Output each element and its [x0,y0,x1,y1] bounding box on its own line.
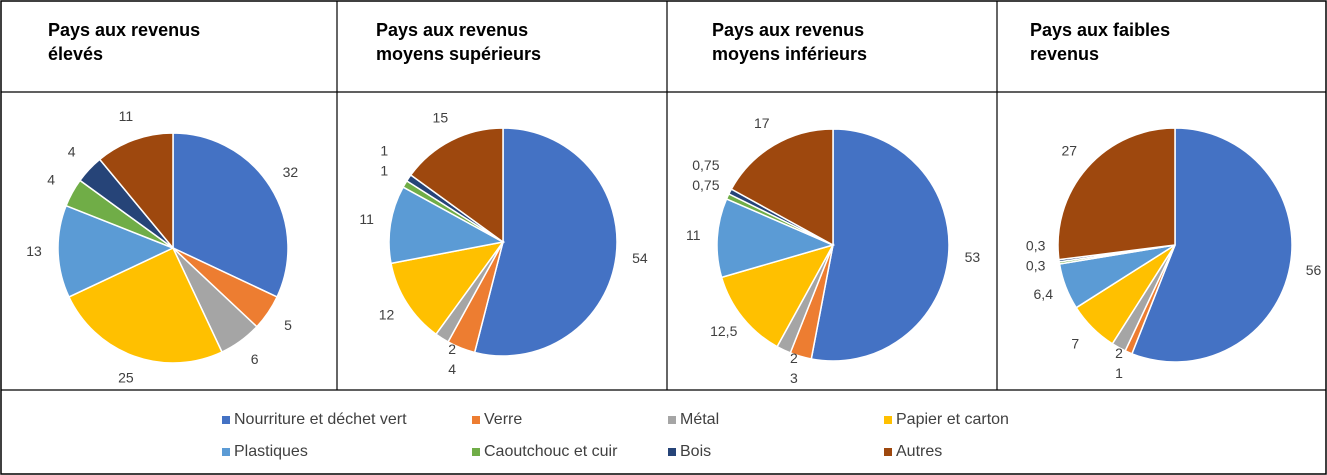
legend-label: Bois [680,443,711,460]
data-label: 6,4 [1034,286,1054,302]
pie-slice [473,127,618,357]
data-label: 13 [26,243,42,259]
data-label: 15 [433,110,449,126]
pie-slice [98,132,174,251]
legend-swatch [472,448,480,456]
legend-swatch [668,448,676,456]
pie-slice [810,128,950,362]
data-label: 3 [790,370,798,386]
chart-title: Pays aux revenus moyens inférieurs [712,20,868,64]
pie-slice [1057,127,1176,261]
data-label: 0,75 [692,177,719,193]
legend-label: Papier et carton [896,411,1009,428]
data-label: 1 [380,142,388,158]
chart-title: Pays aux revenus élevés [48,20,201,64]
pie-slice [716,197,836,279]
data-label: 2 [448,341,456,357]
legend-label: Métal [680,411,719,428]
data-label: 54 [632,250,648,266]
data-label: 12,5 [710,323,737,339]
legend-swatch [472,416,480,424]
data-label: 0,75 [692,157,719,173]
pie-slice [390,240,505,336]
legend-swatch [668,416,676,424]
pie-slice [67,247,223,364]
data-label: 32 [283,164,299,180]
data-label: 27 [1061,142,1077,158]
data-label: 11 [359,211,374,227]
pie-slice [388,186,506,265]
data-label: 5 [284,317,292,333]
pie-slice [720,243,835,348]
legend-label: Verre [484,411,522,428]
data-label: 11 [686,227,701,243]
legend-label: Plastiques [234,443,308,460]
legend-swatch [222,416,230,424]
data-label: 4 [68,144,76,160]
data-label: 56 [1306,262,1322,278]
pie-slice [57,204,175,298]
data-label: 12 [379,307,395,323]
legend-swatch [884,416,892,424]
data-label: 0,3 [1026,237,1046,253]
legend-label: Caoutchouc et cuir [484,443,618,460]
data-label: 25 [118,369,134,385]
pie-slice [409,127,504,244]
legend-label: Autres [896,443,942,460]
data-label: 1 [1115,365,1123,381]
pie-slice [1130,127,1293,363]
legend-swatch [222,448,230,456]
legend-label: Nourriture et déchet vert [234,411,407,428]
legend-swatch [884,448,892,456]
data-label: 53 [965,249,981,265]
pie-slice [730,128,834,247]
data-label: 1 [380,162,388,178]
data-label: 0,3 [1026,257,1046,273]
data-label: 4 [448,361,456,377]
data-label: 6 [251,351,259,367]
pie-slice [172,132,289,298]
chart-title: Pays aux revenus moyens supérieurs [376,20,542,64]
data-label: 4 [47,172,55,188]
chart-title: Pays aux faibles revenus [1030,20,1171,64]
data-label: 11 [119,108,134,124]
data-label: 17 [754,115,770,131]
data-label: 7 [1071,335,1079,351]
data-label: 2 [1115,345,1123,361]
data-label: 2 [790,350,798,366]
